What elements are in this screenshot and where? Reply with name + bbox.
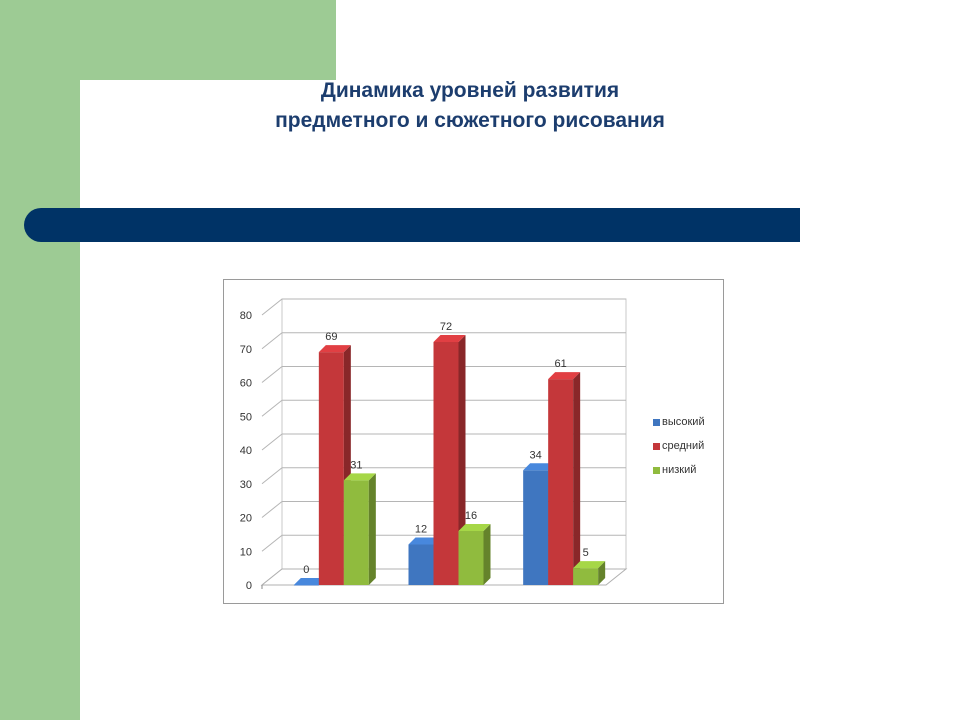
bar-2-0	[343, 480, 369, 585]
y-tick-label-1: 10	[240, 546, 252, 558]
y-tick-label-5: 50	[240, 411, 252, 423]
bar-chart: 0 10 20 30 40 50 60 70 80 0 69 31 12 72 16 34 61 5 высоки…	[223, 279, 724, 604]
bar-1-2	[548, 379, 574, 585]
bar-0-0	[293, 585, 319, 586]
data-label-0-0: 0	[303, 564, 309, 576]
bar-2-2	[573, 568, 599, 585]
y-tick-label-6: 60	[240, 378, 252, 390]
bar-side-2-2	[598, 561, 606, 585]
gridline-diag-6	[261, 366, 283, 383]
data-label-2-2: 5	[583, 547, 589, 559]
legend-swatch-low	[653, 466, 660, 474]
chart-plot: 0 10 20 30 40 50 60 70 80 0 69 31 12 72 16 34 61 5	[240, 298, 628, 592]
y-tick-label-3: 30	[240, 479, 252, 491]
bar-0-1	[408, 544, 434, 585]
bar-1-1	[433, 342, 459, 585]
data-label-1-2: 61	[555, 358, 567, 370]
chart-legend: высокий средний низкий	[653, 410, 723, 482]
bar-side-2-1	[483, 524, 491, 585]
data-label-0-1: 12	[415, 524, 427, 536]
y-tick-label-8: 80	[240, 310, 252, 322]
bar-2-1	[458, 531, 484, 585]
legend-swatch-high	[653, 418, 660, 426]
bar-1-0	[318, 352, 344, 585]
y-tick-label-0: 0	[246, 580, 252, 592]
bar-top-0-2	[523, 463, 556, 471]
data-label-0-2: 34	[530, 449, 542, 461]
legend-swatch-medium	[653, 442, 660, 450]
data-label-2-1: 16	[465, 510, 477, 522]
bar-top-2-2	[573, 561, 606, 569]
bar-top-2-1	[458, 524, 491, 531]
bar-side-1-2	[573, 372, 581, 585]
bar-0-2	[523, 470, 549, 585]
data-label-1-1: 72	[440, 321, 452, 333]
legend-item-medium: средний	[653, 434, 723, 458]
decor-green-left	[0, 0, 80, 720]
decor-navy-bar	[24, 208, 800, 242]
bar-side-2-0	[368, 473, 376, 585]
bar-top-1-1	[433, 335, 466, 342]
bar-top-0-0	[293, 578, 326, 585]
bar-top-0-1	[408, 537, 441, 545]
slide-title-line1: Динамика уровней развития	[320, 79, 620, 102]
bar-side-1-1	[458, 335, 466, 585]
legend-item-low: низкий	[653, 458, 723, 482]
slide-title: Динамика уровней развития предметного и …	[160, 76, 780, 136]
bar-top-1-0	[318, 345, 351, 353]
gridline-diag-4	[261, 433, 283, 451]
legend-label-medium: средний	[662, 440, 705, 452]
y-tick-label-4: 40	[240, 445, 252, 457]
bar-top-2-0	[343, 473, 376, 481]
legend-label-low: низкий	[662, 464, 697, 476]
gridline-diag-5	[261, 399, 283, 417]
legend-item-high: высокий	[653, 410, 723, 434]
data-label-1-0: 69	[325, 331, 337, 343]
gridline-diag-2	[261, 501, 283, 518]
y-tick-label-2: 20	[240, 513, 252, 525]
gridline-diag-3	[261, 467, 283, 485]
bar-top-1-2	[548, 372, 581, 380]
legend-label-high: высокий	[662, 416, 705, 428]
gridline-diag-7	[261, 332, 283, 350]
data-label-2-0: 31	[350, 459, 362, 471]
y-tick-label-7: 70	[240, 344, 252, 356]
gridline-diag-8	[261, 298, 283, 316]
slide-title-line2: предметного и сюжетного рисования	[275, 109, 665, 132]
gridline-diag-1	[261, 534, 283, 552]
